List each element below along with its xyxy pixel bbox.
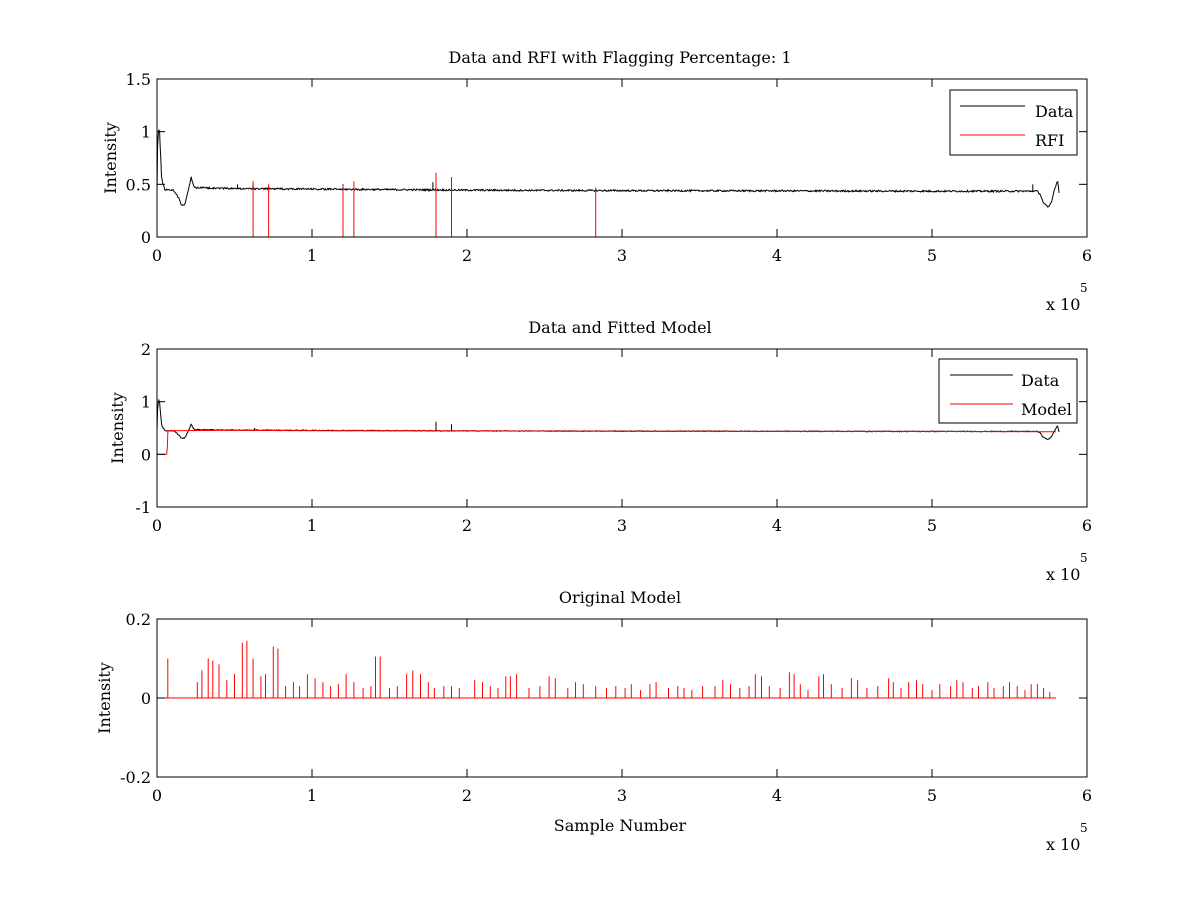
x-multiplier-exponent: 5 <box>1080 551 1088 565</box>
legend-label: RFI <box>1035 131 1064 150</box>
legend-label: Data <box>1035 102 1074 121</box>
x-multiplier-exponent: 5 <box>1080 281 1088 295</box>
x-multiplier: x 10 <box>1046 835 1080 854</box>
x-multiplier: x 10 <box>1046 295 1080 314</box>
chart-title: Original Model <box>559 588 681 607</box>
x-tick-label: 0 <box>152 516 162 535</box>
y-axis-label: Intensity <box>101 122 120 194</box>
x-tick-label: 2 <box>462 246 472 265</box>
x-tick-label: 1 <box>307 786 317 805</box>
chart-title: Data and RFI with Flagging Percentage: 1 <box>448 48 791 67</box>
y-tick-label: 1 <box>141 123 151 142</box>
legend-box <box>938 358 1078 424</box>
series-original-model <box>157 640 1056 699</box>
x-multiplier: x 10 <box>1046 565 1080 584</box>
x-tick-label: 3 <box>617 516 627 535</box>
y-tick-label: 0.2 <box>126 610 151 629</box>
x-tick-label: 4 <box>772 786 782 805</box>
x-tick-label: 0 <box>152 246 162 265</box>
y-tick-label: 2 <box>141 340 151 359</box>
legend: Data RFI <box>949 89 1078 156</box>
x-tick-label: 0 <box>152 786 162 805</box>
x-tick-label: 6 <box>1082 786 1092 805</box>
series-rfi <box>252 172 597 237</box>
x-tick-label: 3 <box>617 246 627 265</box>
panel-original: Original Model Intensity Sample Number x… <box>95 588 1092 854</box>
x-axis-label: Sample Number <box>554 816 687 835</box>
y-tick-label: 0 <box>141 445 151 464</box>
x-tick-label: 6 <box>1082 516 1092 535</box>
legend-label: Data <box>1021 371 1060 390</box>
x-tick-label: 5 <box>927 246 937 265</box>
x-tick-label: 3 <box>617 786 627 805</box>
y-tick-label: 0 <box>141 228 151 247</box>
x-tick-label: 1 <box>307 246 317 265</box>
plot-area: 0 1 2 3 4 5 6 0 0.5 1 1.5 <box>126 70 1093 265</box>
x-tick-label: 5 <box>927 786 937 805</box>
x-tick-label: 4 <box>772 246 782 265</box>
x-tick-label: 6 <box>1082 246 1092 265</box>
y-tick-label: -1 <box>135 498 151 517</box>
series-line <box>156 129 1060 208</box>
plot-area: 0 1 2 3 4 5 6-0.200.2 <box>120 610 1092 805</box>
x-tick-label: 2 <box>462 786 472 805</box>
chart-title: Data and Fitted Model <box>528 318 711 337</box>
x-tick-label: 4 <box>772 516 782 535</box>
x-multiplier-exponent: 5 <box>1080 821 1088 835</box>
y-axis-label: Intensity <box>95 662 114 734</box>
y-tick-label: 1 <box>141 393 151 412</box>
series-model <box>157 429 1056 455</box>
y-tick-label: 0.5 <box>126 175 151 194</box>
y-tick-label: -0.2 <box>120 768 151 787</box>
y-tick-label: 1.5 <box>126 70 151 89</box>
legend-label: Model <box>1021 400 1072 419</box>
y-tick-label: 0 <box>141 689 151 708</box>
panel-model: Data and Fitted Model Intensity x 10 5 0… <box>108 318 1092 584</box>
panel-rfi: Data and RFI with Flagging Percentage: 1… <box>101 48 1092 314</box>
y-axis-label: Intensity <box>108 392 127 464</box>
x-tick-label: 5 <box>927 516 937 535</box>
x-tick-label: 1 <box>307 516 317 535</box>
x-tick-label: 2 <box>462 516 472 535</box>
legend-box <box>949 89 1078 156</box>
legend: Data Model <box>938 358 1078 424</box>
series-line <box>157 429 1056 455</box>
